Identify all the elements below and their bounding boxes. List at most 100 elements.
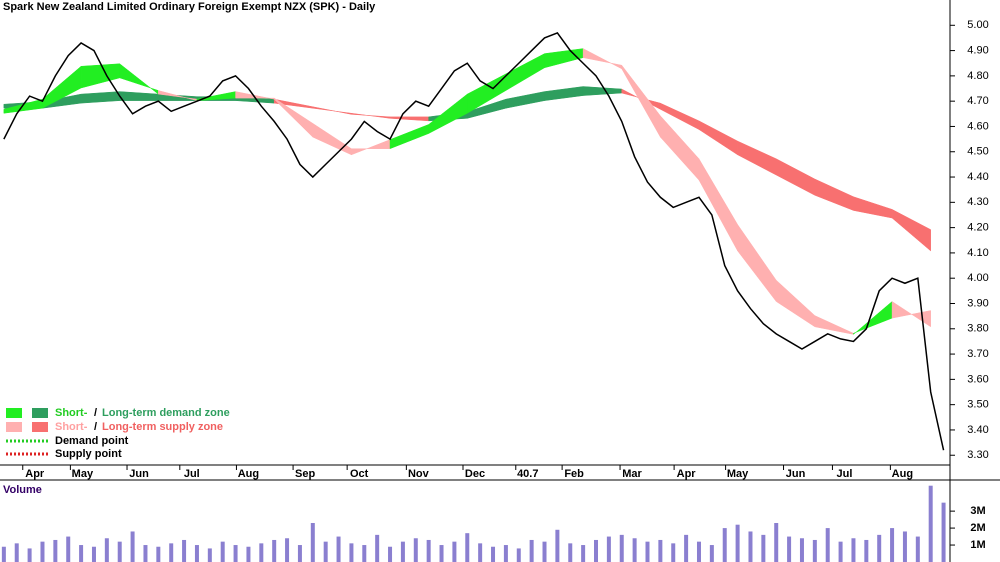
y-tick-label: 1M <box>970 539 985 551</box>
volume-bar <box>400 541 405 562</box>
x-tick-label: Apr <box>677 468 697 480</box>
volume-bar <box>619 534 624 562</box>
x-tick-label: Sep <box>295 468 315 480</box>
x-tick-label: May <box>72 468 94 480</box>
x-tick-label: May <box>727 468 749 480</box>
short-term-zone <box>853 300 893 335</box>
y-tick-label: 4.60 <box>967 120 988 132</box>
volume-bar <box>156 546 161 562</box>
volume-bar <box>684 534 689 562</box>
volume-bar <box>426 539 431 562</box>
volume-bar <box>568 543 573 562</box>
chart-title: Spark New Zealand Limited Ordinary Forei… <box>3 1 376 13</box>
volume-bar <box>40 541 45 562</box>
short-term-zone <box>312 122 352 156</box>
long-term-zone <box>582 86 622 96</box>
volume-bar <box>491 546 496 562</box>
volume-bar <box>1 546 6 562</box>
long-term-zone <box>737 140 777 176</box>
x-tick-label: Apr <box>25 468 45 480</box>
legend-swatch <box>6 408 22 418</box>
x-tick-label: Dec <box>465 468 485 480</box>
volume-bar <box>529 539 534 562</box>
x-tick-label: Feb <box>564 468 584 480</box>
y-tick-label: 4.40 <box>967 171 988 183</box>
volume-bar <box>606 536 611 562</box>
volume-bar <box>14 543 19 562</box>
volume-bar <box>143 545 148 562</box>
long-term-zone <box>891 208 931 252</box>
long-term-zone <box>505 91 545 109</box>
long-term-zone <box>119 91 159 101</box>
y-tick-label: 4.30 <box>967 196 988 208</box>
volume-bar <box>722 528 727 562</box>
volume-bar <box>877 534 882 562</box>
volume-bar <box>799 538 804 562</box>
legend-swatch <box>32 408 48 418</box>
y-tick-label: 2M <box>970 522 985 534</box>
volume-bar <box>130 531 135 562</box>
volume-bar <box>336 536 341 562</box>
volume-bar <box>851 538 856 562</box>
short-term-zone <box>775 279 816 328</box>
volume-bar <box>79 545 84 562</box>
volume-bar <box>91 546 96 562</box>
volume-bar <box>928 485 933 562</box>
y-tick-label: 3.60 <box>967 373 988 385</box>
short-term-zone <box>80 63 120 89</box>
volume-bar <box>696 541 701 562</box>
volume-bar <box>220 541 225 562</box>
y-tick-label: 4.10 <box>967 247 988 259</box>
volume-bar <box>761 534 766 562</box>
legend-swatch <box>6 422 22 432</box>
volume-bar <box>194 545 199 562</box>
volume-title: Volume <box>3 484 42 496</box>
legend-label: Short- <box>55 407 88 419</box>
volume-bar <box>838 541 843 562</box>
x-tick-label: Jun <box>129 468 149 480</box>
volume-bar <box>413 538 418 562</box>
volume-bar <box>709 545 714 562</box>
y-tick-label: 3M <box>970 505 985 517</box>
volume-bar <box>645 541 650 562</box>
volume-bar <box>478 543 483 562</box>
long-term-zone <box>544 86 584 101</box>
long-term-zone <box>814 178 854 211</box>
volume-bar <box>787 536 792 562</box>
volume-bar <box>439 545 444 562</box>
price-line <box>3 31 945 451</box>
volume-bar <box>117 541 122 562</box>
legend-swatch <box>32 422 48 432</box>
volume-bar <box>555 529 560 562</box>
y-tick-label: 3.50 <box>967 399 988 411</box>
volume-bar <box>594 539 599 562</box>
long-term-zone <box>853 196 893 219</box>
y-tick-label: 3.40 <box>967 424 988 436</box>
volume-bar <box>207 548 212 562</box>
short-term-zone <box>428 93 468 134</box>
volume-bar <box>503 545 508 562</box>
volume-bar <box>66 536 71 562</box>
legend-label: / <box>91 407 100 419</box>
y-tick-label: 4.90 <box>967 44 988 56</box>
long-term-zone <box>775 158 816 196</box>
short-term-zone <box>119 63 159 95</box>
short-term-zone <box>737 223 777 303</box>
volume-bar <box>182 539 187 562</box>
y-tick-label: 4.20 <box>967 222 988 234</box>
volume-bar <box>671 543 676 562</box>
short-term-zone <box>582 48 622 70</box>
short-term-zone <box>505 53 545 91</box>
x-tick-label: Jun <box>786 468 806 480</box>
y-tick-label: 3.80 <box>967 323 988 335</box>
volume-bar <box>388 546 393 562</box>
legend-label: Short- <box>55 421 88 433</box>
x-tick-label: Aug <box>892 468 913 480</box>
legend-label: Supply point <box>55 448 122 460</box>
y-tick-label: 3.90 <box>967 297 988 309</box>
volume-bar <box>542 541 547 562</box>
volume-bar <box>825 528 830 562</box>
volume-bar <box>735 524 740 562</box>
x-tick-label: Nov <box>408 468 430 480</box>
